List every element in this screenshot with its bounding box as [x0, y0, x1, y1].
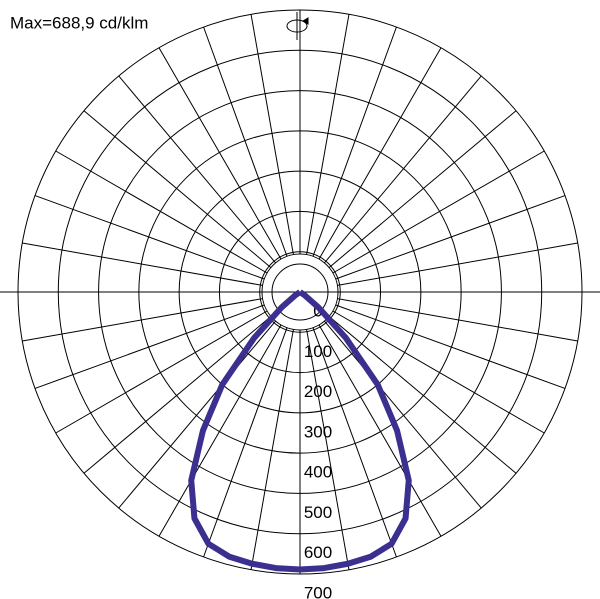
intensity-curve — [188, 289, 412, 573]
r-tick-label: 400 — [304, 463, 332, 482]
grid-ring — [98, 90, 502, 494]
grid-ring — [218, 210, 382, 374]
r-tick-label: 700 — [304, 583, 332, 599]
grid-ring — [57, 49, 543, 535]
grid-ring — [138, 130, 462, 454]
r-tick-label: 300 — [304, 422, 332, 441]
grid-ring — [178, 170, 422, 414]
r-tick-label: 100 — [304, 342, 332, 361]
r-tick-label: 600 — [304, 543, 332, 562]
grid-ring — [259, 251, 341, 333]
rotation-icon — [286, 12, 309, 40]
inner-ring — [261, 253, 339, 331]
grid — [0, 9, 600, 575]
chart-title: Max=688,9 cd/klm — [10, 13, 148, 32]
inner-ring — [271, 263, 329, 321]
grid-ring — [17, 9, 583, 575]
r-tick-label: 500 — [304, 503, 332, 522]
r-tick-label: 200 — [304, 382, 332, 401]
